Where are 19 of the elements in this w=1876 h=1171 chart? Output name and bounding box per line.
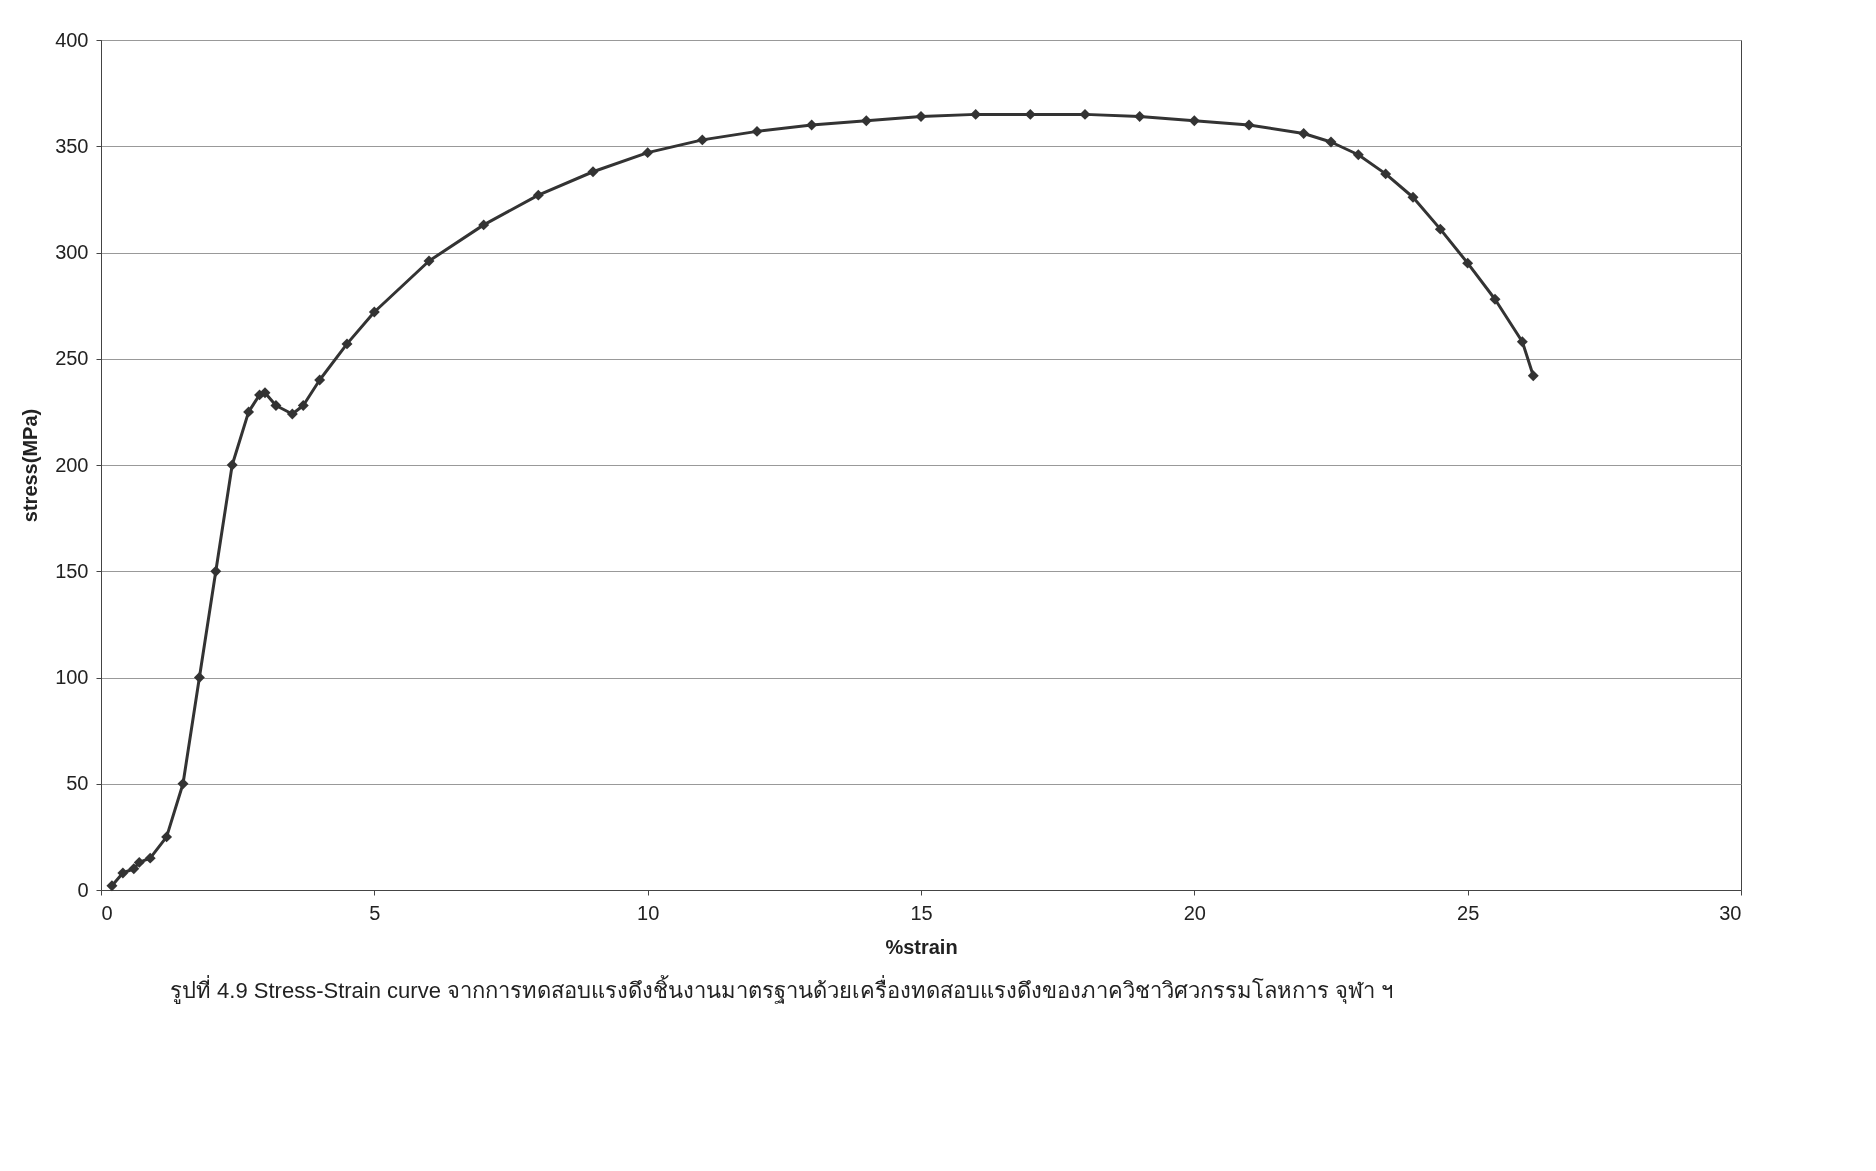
- text: รูปที่ 4.9 Stress-Strain curve จากการทดสอบแรงดึงชิ้นงานมาตรฐานด้วยเครื่องทดสอบแรงดึงของภาควิชาวิศวกรรมโลหการ จุฬา ฯ: [170, 974, 1395, 1006]
- y-tick-label: 50: [66, 772, 89, 795]
- x-tick-label: 15: [910, 901, 933, 924]
- y-tick-label: 300: [55, 241, 89, 263]
- x-tick-label: 25: [1457, 901, 1480, 924]
- x-tick-label: 30: [1719, 901, 1742, 924]
- y-tick-label: 400: [55, 28, 89, 51]
- y-axis-title: stress(MPa): [19, 408, 42, 523]
- y-tick-label: 150: [55, 559, 89, 582]
- y-tick-label: 200: [55, 453, 89, 476]
- x-axis-title: %strain: [885, 935, 958, 958]
- y-tick-label: 100: [55, 666, 89, 688]
- x-tick-label: 20: [1183, 901, 1206, 924]
- y-tick-label: 250: [55, 347, 89, 370]
- y-tick-label: 0: [77, 878, 89, 901]
- y-tick-label: 350: [55, 134, 89, 157]
- x-tick-label: 5: [369, 901, 381, 924]
- x-tick-label: 10: [637, 901, 660, 924]
- x-tick-label: 0: [101, 901, 113, 924]
